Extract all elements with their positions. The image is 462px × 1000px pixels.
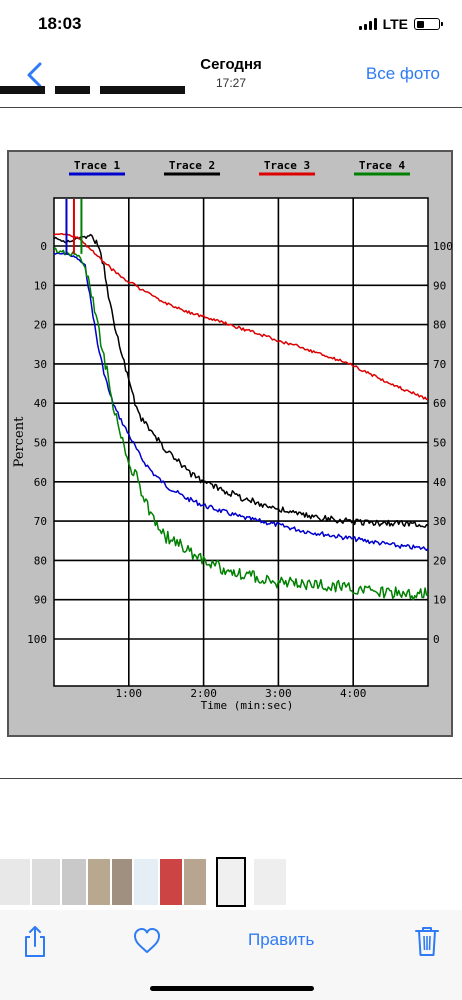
legend-label: Trace 1 [74, 159, 121, 172]
thumbnail-strip[interactable] [0, 855, 462, 910]
all-photos-button[interactable]: Все фото [365, 64, 440, 83]
y-tick-label-left: 100 [27, 633, 47, 646]
chart-legend: Trace 1 Trace 2 Trace 3 Trace 4 [69, 159, 410, 176]
y-tick-label-left: 70 [34, 515, 47, 528]
y-tick-label-left: 30 [34, 358, 47, 371]
cropped-document-text [0, 82, 200, 102]
y-tick-label-left: 80 [34, 554, 47, 567]
series-line [53, 233, 429, 528]
document-rule-top [0, 107, 462, 108]
y-tick-label-left: 10 [34, 279, 47, 292]
x-axis-title: Time (min:sec) [201, 699, 294, 712]
battery-icon [414, 18, 443, 30]
thumbnail[interactable] [32, 859, 60, 905]
y-tick-label-right: 50 [433, 437, 446, 450]
cropped-text-fragment [55, 86, 90, 94]
y-tick-label-right: 10 [433, 594, 446, 607]
y-tick-label-right: 90 [433, 279, 446, 292]
y-tick-label-left: 40 [34, 397, 47, 410]
thumbnail[interactable] [254, 859, 286, 905]
y-tick-label-right: 70 [433, 358, 446, 371]
trash-icon[interactable] [414, 924, 440, 958]
x-tick-label: 1:00 [116, 687, 143, 700]
nav-title: Сегодня [200, 56, 262, 73]
status-time: 18:03 [38, 14, 82, 33]
y-tick-label-right: 20 [433, 554, 446, 567]
legend-label: Trace 3 [264, 159, 310, 172]
x-tick-label: 4:00 [340, 687, 367, 700]
thumbnail[interactable] [160, 859, 182, 905]
series-line [53, 247, 429, 601]
thumbnail[interactable] [0, 859, 30, 905]
status-indicators: LTE [358, 16, 443, 32]
home-indicator [150, 986, 314, 991]
thumbnail[interactable] [134, 859, 158, 905]
y-tick-label-left: 20 [34, 319, 47, 332]
status-bar: 18:03 LTE [0, 0, 462, 50]
cropped-text-fragment [0, 86, 45, 94]
y-tick-label-right: 40 [433, 476, 446, 489]
heart-icon[interactable] [132, 924, 162, 958]
y-tick-label-right: 30 [433, 515, 446, 528]
series-line [53, 232, 429, 401]
network-type: LTE [382, 16, 408, 32]
y-tick-label-left: 60 [34, 476, 47, 489]
nav-bar: Сегодня 17:27 Все фото [0, 50, 462, 100]
thumbnail[interactable] [184, 859, 206, 905]
thumbnail[interactable] [62, 859, 86, 905]
cropped-text-fragment [100, 86, 185, 94]
document-rule-bottom [0, 778, 462, 779]
series-line [53, 252, 429, 552]
chart-series [53, 199, 429, 601]
nav-subtitle: 17:27 [215, 76, 247, 90]
y-tick-label-left: 90 [34, 594, 47, 607]
legend-label: Trace 4 [359, 159, 406, 172]
y-tick-label-right: 80 [433, 319, 446, 332]
battery-level [416, 20, 424, 28]
thumbnail[interactable] [88, 859, 110, 905]
cellular-signal-icon [358, 18, 377, 30]
y-tick-label-right: 60 [433, 397, 446, 410]
y-tick-label-left: 0 [40, 240, 47, 253]
x-tick-label: 3:00 [265, 687, 292, 700]
y-tick-label-right: 100 [433, 240, 453, 253]
thumbnail-current[interactable] [216, 857, 246, 907]
legend-label: Trace 2 [169, 159, 215, 172]
thumbnail[interactable] [112, 859, 132, 905]
chart-grid [54, 198, 428, 686]
y-tick-label-left: 50 [34, 437, 47, 450]
chevron-left-icon[interactable] [22, 60, 50, 90]
share-icon[interactable] [22, 924, 48, 958]
y-tick-label-right: 0 [433, 633, 440, 646]
bottom-toolbar: Править [0, 910, 462, 1000]
x-tick-label: 2:00 [190, 687, 217, 700]
y-axis-title: Percent [12, 416, 27, 467]
edit-button[interactable]: Править [248, 930, 315, 949]
